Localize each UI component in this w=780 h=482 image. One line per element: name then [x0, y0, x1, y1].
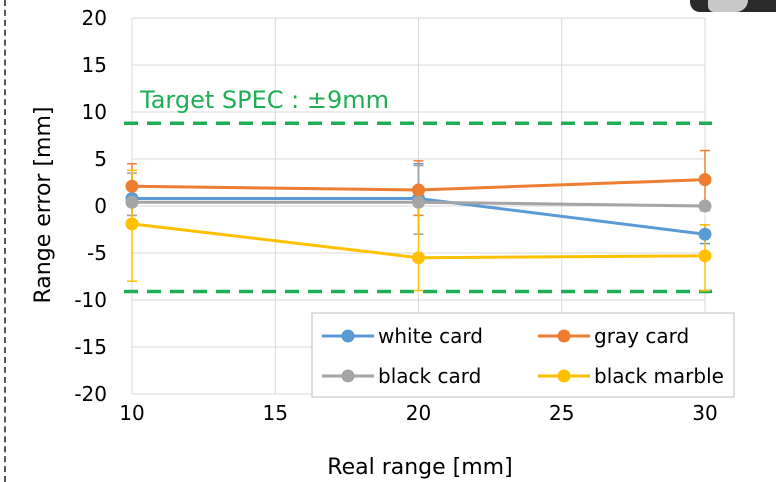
data-point: [698, 199, 712, 213]
x-axis-title: Real range [mm]: [327, 455, 512, 480]
legend-marker: [557, 329, 571, 343]
y-tick-label: 0: [94, 194, 107, 218]
target-spec-label: Target SPEC : ±9mm: [139, 86, 389, 114]
legend-marker: [557, 369, 571, 383]
y-tick-label: 15: [82, 53, 107, 77]
legend-marker: [341, 329, 355, 343]
data-point: [698, 173, 712, 187]
y-tick-labels: 20 15 10 5 0 -5 -10 -15 -20: [74, 6, 107, 406]
legend-box: [311, 312, 735, 398]
legend-label: gray card: [594, 324, 689, 348]
left-dashed-border: [4, 0, 6, 482]
x-tick-labels: 10 15 20 25 30: [119, 401, 717, 425]
x-tick-label: 20: [406, 401, 431, 425]
y-axis-title: Range error [mm]: [31, 106, 56, 303]
data-point: [125, 217, 139, 231]
legend: white card gray card black card black marbl…: [311, 312, 735, 398]
x-tick-label: 30: [692, 401, 717, 425]
data-point: [412, 251, 425, 265]
error-bars: [127, 149, 710, 292]
y-tick-label: -5: [87, 241, 107, 265]
data-point: [698, 227, 712, 241]
data-point: [412, 195, 425, 209]
legend-label: black marble: [594, 364, 724, 388]
data-point: [125, 179, 139, 193]
legend-label: black card: [378, 364, 481, 388]
y-tick-label: 5: [94, 147, 107, 171]
y-tick-label: 10: [82, 100, 107, 124]
data-point: [412, 183, 425, 197]
series-lines: [125, 173, 712, 265]
x-tick-label: 10: [119, 401, 144, 425]
y-tick-label: -10: [74, 288, 107, 312]
data-point: [698, 249, 712, 263]
y-tick-label: -15: [74, 335, 107, 359]
legend-marker: [341, 369, 355, 383]
photo-corner-thumbnail: [690, 0, 776, 12]
x-tick-label: 25: [549, 401, 574, 425]
data-point: [125, 195, 139, 209]
legend-label: white card: [378, 324, 483, 348]
x-tick-label: 15: [263, 401, 288, 425]
spec-lines: [124, 121, 712, 294]
y-tick-label: 20: [82, 6, 107, 30]
y-tick-label: -20: [74, 382, 107, 406]
